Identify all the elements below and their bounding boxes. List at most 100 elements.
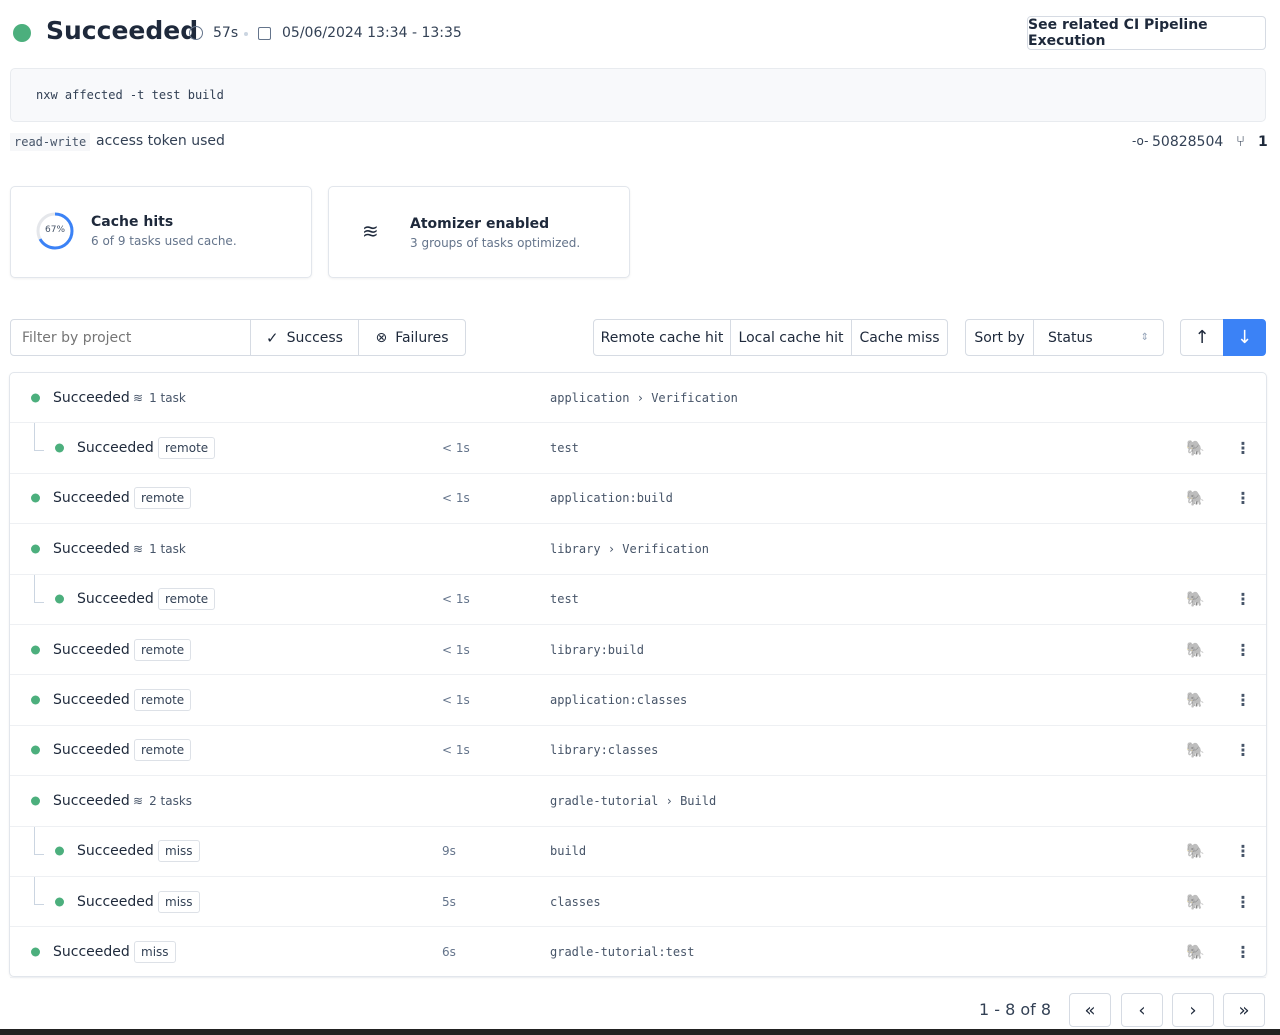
task-row[interactable]: Succeeded miss 5s classes 🐘 ⋮ (10, 877, 1266, 928)
more-options-icon[interactable]: ⋮ (1235, 841, 1251, 861)
cache-badge: remote (134, 739, 192, 762)
target-name[interactable]: classes (550, 894, 601, 909)
atomizer-title: Atomizer enabled (410, 216, 550, 232)
chevron-right-icon: › (1189, 999, 1197, 1021)
cache-badge: remote (134, 689, 192, 712)
duration: 57s (213, 25, 239, 41)
more-options-icon[interactable]: ⋮ (1235, 740, 1251, 760)
row-status: Succeeded (77, 893, 154, 910)
sort-ascending-button[interactable]: ↑ (1180, 319, 1224, 356)
first-page-button[interactable]: « (1069, 993, 1111, 1027)
local-cache-hit-button[interactable]: Local cache hit (730, 319, 852, 356)
row-status: Succeeded (53, 540, 130, 557)
prev-page-button[interactable]: ‹ (1121, 993, 1163, 1027)
target-name[interactable]: library:build (550, 642, 644, 657)
cache-progress-ring (36, 212, 74, 250)
commit-sha[interactable]: 50828504 (1152, 134, 1224, 150)
row-status: Succeeded (53, 641, 130, 658)
cache-miss-button[interactable]: Cache miss (851, 319, 948, 356)
row-status: Succeeded (77, 440, 154, 457)
token-text: access token used (96, 133, 225, 149)
cache-badge: remote (134, 487, 192, 510)
target-path[interactable]: application › Verification (550, 391, 738, 405)
task-row[interactable]: Succeeded ≋ 1 task library › Verification (10, 524, 1266, 575)
task-row[interactable]: Succeeded miss 9s build 🐘 ⋮ (10, 826, 1266, 877)
filter-project-input[interactable] (10, 319, 251, 356)
last-page-button[interactable]: » (1223, 993, 1265, 1027)
task-row[interactable]: Succeeded remote < 1s application:build 🐘 ⋮ (10, 474, 1266, 525)
target-name[interactable]: build (550, 844, 587, 859)
task-count-label: 1 task (149, 390, 186, 405)
gradle-icon: 🐘 (1186, 640, 1205, 659)
row-status: Succeeded (53, 742, 130, 759)
target-name[interactable]: gradle-tutorial:test (550, 945, 695, 960)
target-name[interactable]: application:classes (550, 693, 688, 708)
double-chevron-right-icon: » (1238, 999, 1250, 1021)
more-options-icon[interactable]: ⋮ (1235, 438, 1251, 458)
layers-icon: ≋ (133, 793, 144, 808)
task-row[interactable]: Succeeded remote < 1s test 🐘 ⋮ (10, 574, 1266, 625)
task-row[interactable]: Succeeded ≋ 1 task application › Verificati… (10, 373, 1266, 424)
tree-connector (34, 423, 44, 452)
success-filter-button[interactable]: ✓ Success (250, 319, 359, 356)
task-row[interactable]: Succeeded remote < 1s application:classes 🐘 ⋮ (10, 675, 1266, 726)
target-path[interactable]: gradle-tutorial › Build (550, 794, 716, 808)
more-options-icon[interactable]: ⋮ (1235, 589, 1251, 609)
more-options-icon[interactable]: ⋮ (1235, 488, 1251, 508)
sort-descending-button[interactable]: ↓ (1223, 319, 1266, 356)
tree-connector (34, 877, 44, 905)
x-circle-icon: ⊗ (375, 329, 388, 346)
task-row[interactable]: Succeeded remote < 1s library:classes 🐘 ⋮ (10, 726, 1266, 777)
double-chevron-left-icon: « (1084, 999, 1096, 1021)
gradle-icon: 🐘 (1186, 943, 1205, 962)
status-dot (13, 24, 31, 42)
more-options-icon[interactable]: ⋮ (1235, 640, 1251, 660)
status-dot (55, 846, 64, 856)
task-row[interactable]: Succeeded miss 6s gradle-tutorial:test 🐘 ⋮ (10, 927, 1266, 978)
more-options-icon[interactable]: ⋮ (1235, 942, 1251, 962)
status-dot (55, 594, 64, 604)
task-duration: < 1s (442, 693, 470, 708)
gradle-icon: 🐘 (1186, 842, 1205, 861)
task-row[interactable]: Succeeded remote < 1s test 🐘 ⋮ (10, 423, 1266, 474)
task-row[interactable]: Succeeded ≋ 2 tasks gradle-tutorial › Build (10, 776, 1266, 827)
target-name[interactable]: application:build (550, 491, 673, 506)
target-name[interactable]: test (550, 441, 579, 456)
cache-badge: miss (158, 890, 200, 913)
task-count-label: 2 tasks (149, 793, 193, 808)
next-page-button[interactable]: › (1172, 993, 1214, 1027)
cache-title: Cache hits (91, 214, 174, 230)
task-duration: < 1s (442, 743, 470, 758)
task-count: ≋ 1 task (133, 542, 186, 556)
pagination-range: 1 - 8 of 8 (979, 1000, 1052, 1019)
failures-filter-button[interactable]: ⊗ Failures (358, 319, 466, 356)
gradle-icon: 🐘 (1186, 590, 1205, 609)
task-row[interactable]: Succeeded remote < 1s library:build 🐘 ⋮ (10, 625, 1266, 676)
target-path[interactable]: library › Verification (550, 542, 709, 556)
remote-cache-hit-button[interactable]: Remote cache hit (593, 319, 731, 356)
sort-select[interactable]: Status ⇕ (1033, 319, 1164, 356)
status-dot (55, 897, 64, 907)
more-options-icon[interactable]: ⋮ (1235, 690, 1251, 710)
command-box: nxw affected -t test build (10, 68, 1266, 122)
target-name[interactable]: library:classes (550, 743, 659, 758)
task-duration: 5s (442, 894, 456, 909)
status-dot (31, 695, 40, 705)
check-circle-icon: ✓ (266, 328, 279, 347)
row-status: Succeeded (77, 843, 154, 860)
token-code: read-write (10, 133, 91, 151)
task-duration: 6s (442, 945, 456, 960)
layers-icon: ≋ (133, 390, 144, 405)
task-count: ≋ 1 task (133, 391, 186, 405)
target-name[interactable]: test (550, 592, 579, 607)
arrow-down-icon: ↓ (1236, 327, 1253, 348)
gradle-icon: 🐘 (1186, 892, 1205, 911)
cache-badge: miss (134, 941, 176, 964)
cache-desc: 6 of 9 tasks used cache. (91, 234, 237, 248)
datetime: 05/06/2024 13:34 - 13:35 (282, 25, 462, 41)
more-options-icon[interactable]: ⋮ (1235, 892, 1251, 912)
see-ci-pipeline-button[interactable]: See related CI Pipeline Execution (1027, 16, 1266, 50)
project-name: application (550, 390, 630, 405)
task-duration: < 1s (442, 491, 470, 506)
row-status: Succeeded (53, 944, 130, 961)
